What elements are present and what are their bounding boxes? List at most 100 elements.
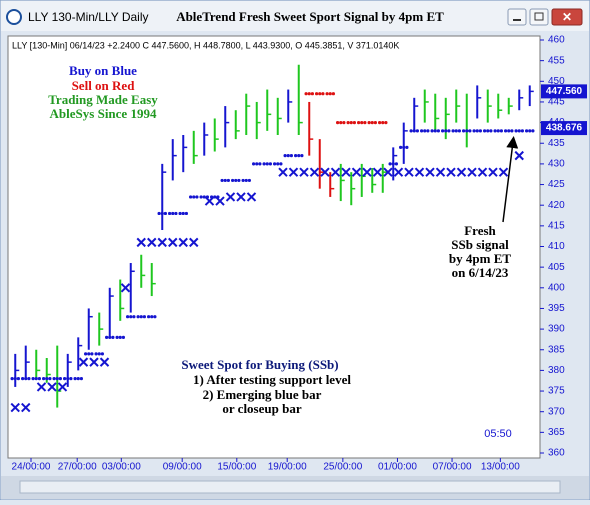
y-tick-label: 405	[548, 262, 565, 273]
stop-dot	[147, 315, 151, 319]
stop-dot	[241, 178, 245, 183]
x-tick-label: 01/00:00	[378, 462, 417, 473]
stop-dot	[496, 129, 500, 133]
ssb-marker	[341, 167, 351, 177]
stop-dot	[381, 121, 385, 125]
stop-dot	[262, 162, 266, 166]
stop-dot	[325, 92, 329, 96]
stop-dot	[357, 121, 361, 125]
stop-dot	[384, 121, 388, 125]
stop-dot	[87, 352, 91, 356]
stop-dot	[139, 315, 143, 319]
stop-dot	[258, 162, 262, 166]
y-tick-label: 430	[548, 159, 565, 170]
stop-dot	[105, 335, 109, 339]
annotation-line: by 4pm ET	[449, 251, 511, 266]
stop-dot	[115, 335, 119, 339]
stop-dot	[21, 377, 25, 381]
stop-dot	[111, 335, 115, 339]
price-label-box	[541, 84, 587, 99]
annotation-line: Fresh	[464, 223, 496, 238]
stop-dot	[436, 129, 440, 133]
y-tick-label: 460	[548, 35, 565, 46]
ssb-marker	[189, 237, 199, 248]
stop-dot	[27, 377, 31, 381]
stop-dot	[226, 178, 230, 183]
x-tick-label: 09/00:00	[163, 462, 202, 473]
stop-dot	[315, 92, 319, 96]
ssb-marker	[467, 167, 477, 177]
stop-dot	[286, 154, 290, 158]
stop-dot	[94, 352, 98, 356]
minimize-button[interactable]	[507, 8, 527, 26]
stop-dot	[100, 352, 104, 356]
maximize-button[interactable]	[529, 8, 549, 26]
stop-dot	[160, 211, 164, 216]
stop-dot	[90, 352, 94, 356]
ssb-marker	[215, 196, 225, 206]
price-label-box	[541, 121, 587, 136]
stop-dot	[76, 377, 80, 381]
stop-dot	[244, 178, 248, 183]
stop-dot	[255, 162, 259, 166]
stop-dot	[402, 145, 406, 149]
stop-dot	[394, 162, 398, 166]
ssb-marker	[36, 382, 47, 392]
annotation-line: Sweet Spot for Buying (SSb)	[181, 357, 338, 372]
stop-dot	[373, 121, 377, 125]
stop-dot	[63, 377, 67, 381]
x-tick-label: 13/00:00	[481, 462, 520, 473]
stop-dot	[360, 121, 364, 125]
stop-dot	[189, 195, 193, 199]
legend-line: Sell on Red	[72, 78, 136, 93]
stop-dot	[346, 121, 350, 125]
stop-dot	[66, 377, 70, 381]
stop-dot	[367, 121, 371, 125]
y-tick-label: 425	[548, 179, 565, 190]
ssb-marker	[425, 167, 435, 177]
stop-dot	[153, 315, 157, 319]
stop-dot	[126, 315, 130, 319]
stop-dot	[24, 377, 28, 381]
stop-dot	[352, 121, 356, 125]
stop-dot	[37, 377, 42, 381]
stop-dot	[163, 211, 167, 216]
ssb-marker	[362, 167, 372, 177]
app-icon	[6, 9, 22, 25]
annotation-line: 2) Emerging blue bar	[203, 387, 322, 402]
y-tick-label: 415	[548, 220, 565, 231]
ssb-marker	[136, 237, 146, 248]
stop-dot	[34, 377, 38, 381]
stop-dot	[430, 129, 434, 133]
close-button[interactable]	[551, 8, 583, 26]
window-caption: LLY 130-Min/LLY Daily	[28, 10, 149, 24]
stop-dot	[84, 352, 88, 356]
y-tick-label: 375	[548, 386, 565, 397]
stop-dot	[108, 335, 112, 339]
y-tick-label: 390	[548, 324, 565, 335]
stop-dot	[192, 195, 196, 199]
annotation-line: on 6/14/23	[452, 265, 509, 280]
ssb-marker	[157, 237, 167, 248]
stop-dot	[468, 129, 472, 133]
y-tick-label: 455	[548, 55, 565, 66]
stop-dot	[531, 129, 535, 133]
stop-dot	[168, 211, 172, 216]
plot-area	[7, 35, 541, 459]
scrollbar[interactable]	[19, 480, 561, 494]
y-tick-label: 435	[548, 138, 565, 149]
annotation-line: 1) After testing support level	[193, 372, 351, 387]
stop-dot	[69, 377, 73, 381]
time-label: 05:50	[484, 428, 512, 440]
stop-dot	[157, 211, 161, 216]
y-tick-label: 410	[548, 241, 565, 252]
stop-dot	[273, 162, 277, 166]
stop-dot	[279, 162, 283, 166]
stop-dot	[136, 315, 140, 319]
ssb-marker	[477, 167, 488, 177]
stop-dot	[174, 211, 178, 216]
stop-dot	[121, 335, 125, 339]
stop-dot	[504, 129, 508, 133]
ssb-marker	[383, 167, 393, 177]
y-tick-label: 445	[548, 97, 565, 108]
